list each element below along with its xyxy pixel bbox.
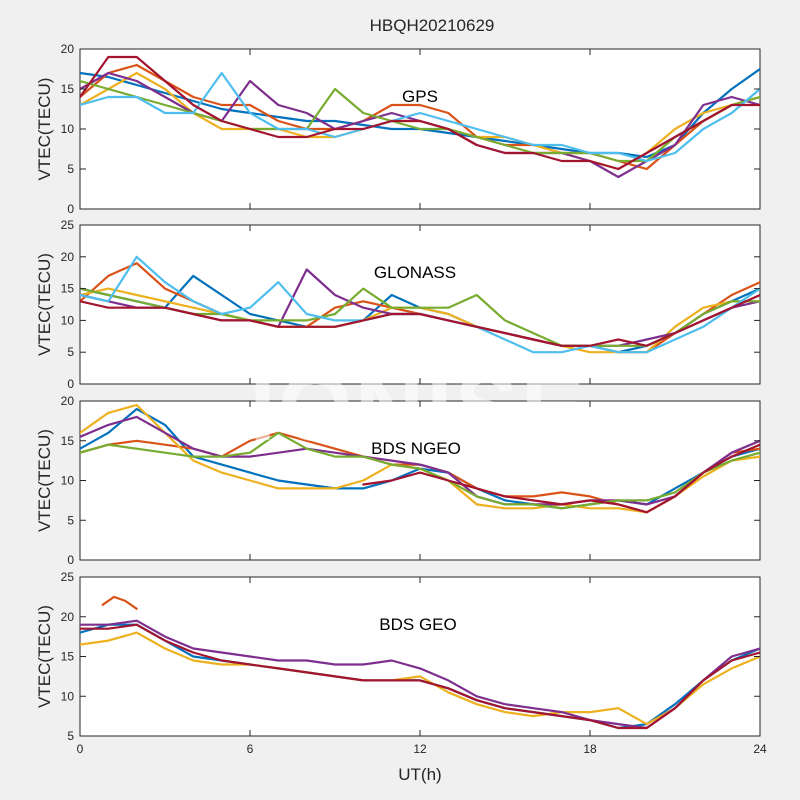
y-tick-label: 25 bbox=[61, 218, 75, 232]
panel-glonass: 0 5 10 15 20 25 VTEC(TECU) GLONASS bbox=[35, 218, 761, 391]
series-line-5 bbox=[80, 623, 760, 730]
series-group bbox=[80, 55, 760, 179]
panel-bds-geo: 0 6 12 18 24 5 10 15 20 25 VTEC(TECU) BDS GEO bbox=[35, 570, 767, 756]
y-tick-label: 20 bbox=[61, 394, 75, 408]
y-tick-label: 10 bbox=[61, 689, 75, 703]
y-tick-label: 20 bbox=[61, 610, 75, 624]
x-tick-label: 12 bbox=[413, 742, 427, 756]
y-tick-label: 15 bbox=[61, 82, 75, 96]
x-tick-label: 0 bbox=[77, 742, 84, 756]
panel-label: BDS GEO bbox=[379, 615, 456, 634]
y-tick-label: 0 bbox=[67, 377, 74, 391]
y-axis-label: VTEC(TECU) bbox=[35, 605, 54, 708]
series-line-7 bbox=[80, 293, 760, 347]
y-tick-label: 5 bbox=[67, 162, 74, 176]
y-tick-label: 20 bbox=[61, 42, 75, 56]
series-group bbox=[80, 403, 760, 514]
y-tick-label: 10 bbox=[61, 313, 75, 327]
y-tick-label: 5 bbox=[67, 729, 74, 743]
y-tick-label: 10 bbox=[61, 474, 75, 488]
axes-box bbox=[79, 224, 761, 385]
y-tick-label: 15 bbox=[61, 650, 75, 664]
series-group bbox=[80, 255, 760, 354]
y-tick-label: 25 bbox=[61, 570, 75, 584]
y-axis-label: VTEC(TECU) bbox=[35, 429, 54, 532]
series-line-6 bbox=[362, 443, 760, 514]
y-tick-label: 10 bbox=[61, 122, 75, 136]
y-tick-label: 20 bbox=[61, 250, 75, 264]
y-tick-label: 5 bbox=[67, 345, 74, 359]
y-tick-label: 5 bbox=[67, 513, 74, 527]
y-tick-label: 0 bbox=[67, 553, 74, 567]
series-line-2 bbox=[101, 595, 138, 610]
x-axis-label: UT(h) bbox=[398, 765, 441, 784]
panel-label: GPS bbox=[402, 87, 438, 106]
y-axis-label: VTEC(TECU) bbox=[35, 78, 54, 181]
series-line-5 bbox=[80, 431, 760, 510]
panel-bds-ngeo: 0 5 10 15 20 VTEC(TECU) BDS NGEO bbox=[35, 394, 761, 567]
x-tick-label: 24 bbox=[753, 742, 767, 756]
series-line-6 bbox=[80, 71, 760, 163]
panel-label: GLONASS bbox=[374, 263, 456, 282]
series-line-2 bbox=[80, 63, 760, 171]
watermark: IONISE bbox=[249, 354, 586, 461]
y-tick-label: 15 bbox=[61, 434, 75, 448]
x-tick-label: 18 bbox=[583, 742, 597, 756]
panel-label: BDS NGEO bbox=[371, 439, 461, 458]
axes-box bbox=[79, 400, 761, 561]
series-group bbox=[80, 595, 760, 730]
y-tick-label: 15 bbox=[61, 282, 75, 296]
y-axis-label: VTEC(TECU) bbox=[35, 253, 54, 356]
x-tick-label: 6 bbox=[247, 742, 254, 756]
series-line-7 bbox=[80, 55, 760, 171]
y-tick-label: 0 bbox=[67, 202, 74, 216]
figure-title: HBQH20210629 bbox=[370, 16, 495, 35]
series-line-3 bbox=[80, 631, 760, 726]
series-line-4 bbox=[80, 415, 760, 506]
panel-gps: 0 5 10 15 20 VTEC(TECU) GPS bbox=[35, 42, 761, 216]
